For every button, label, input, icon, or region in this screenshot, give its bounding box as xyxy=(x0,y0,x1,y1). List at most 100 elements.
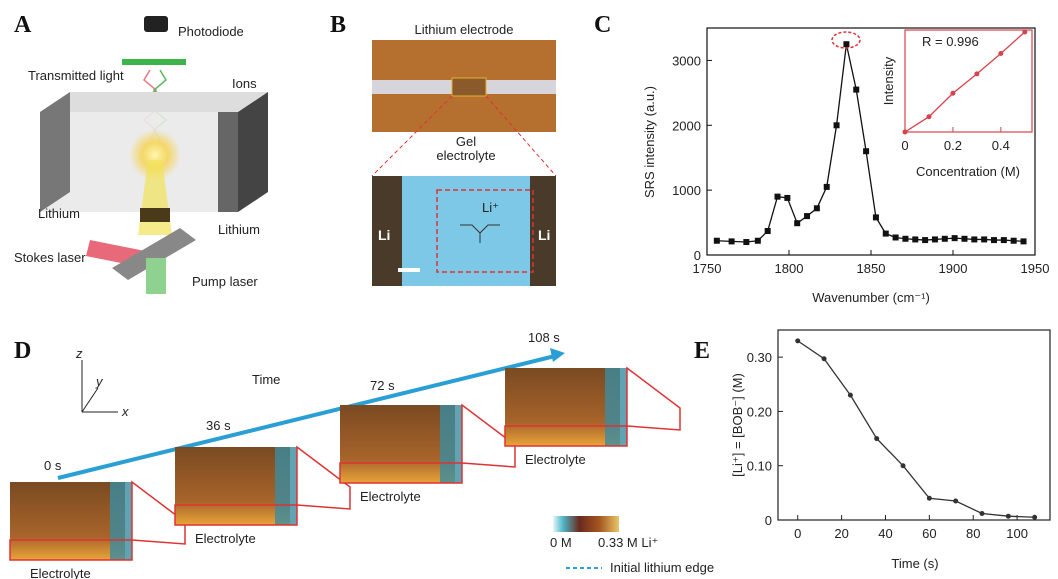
y-tick-label: 2000 xyxy=(672,118,701,133)
cell-top xyxy=(40,92,268,112)
label: Electrolyte xyxy=(360,489,421,504)
lithium-volume xyxy=(275,447,297,525)
marker xyxy=(713,237,720,244)
y-tick-label: 0.10 xyxy=(747,459,772,474)
marker xyxy=(804,213,811,220)
panel-letter: D xyxy=(14,338,31,364)
marker xyxy=(853,86,860,93)
label: Time xyxy=(252,372,280,387)
volume xyxy=(505,368,620,446)
marker xyxy=(941,235,948,242)
peak-highlight xyxy=(831,31,861,49)
zoom-line xyxy=(485,95,557,177)
marker xyxy=(953,498,959,504)
marker xyxy=(1022,29,1028,35)
label: Li xyxy=(138,509,150,525)
mirror xyxy=(112,228,196,280)
lithium-volume xyxy=(110,482,132,560)
label: y xyxy=(95,374,104,389)
marker xyxy=(843,41,850,48)
y-tick-label: 0.20 xyxy=(747,404,772,419)
label: Stokes laser xyxy=(14,250,86,265)
colorbar xyxy=(553,516,619,532)
x-tick-label: 80 xyxy=(966,526,980,541)
label: Lithium xyxy=(38,206,80,221)
marker xyxy=(813,205,820,212)
panel-letter: A xyxy=(14,12,32,38)
label: 36 s xyxy=(206,418,231,433)
label: Transmitted light xyxy=(28,68,124,83)
marker xyxy=(1010,237,1017,244)
x-tick-label: 20 xyxy=(834,526,848,541)
volume-outline xyxy=(174,445,351,526)
label: Li xyxy=(538,227,550,243)
molecule xyxy=(460,224,500,243)
y-axis-label: SRS intensity (a.u.) xyxy=(642,86,657,198)
marker xyxy=(950,90,956,96)
panel-a: A Photodiode Transmitted light Ions Lith… xyxy=(14,12,268,294)
pump-beam xyxy=(146,258,166,294)
label: Initial lithium edge xyxy=(610,560,714,575)
marker xyxy=(882,230,889,237)
volume xyxy=(10,482,125,560)
label: 108 s xyxy=(528,330,560,345)
x-axis-label: Time (s) xyxy=(891,556,938,571)
marker xyxy=(902,235,909,242)
label: Li xyxy=(378,227,390,243)
marker xyxy=(743,239,750,246)
label: Electrolyte xyxy=(525,452,586,467)
volume xyxy=(175,447,290,525)
label: Li⁺ xyxy=(482,200,499,215)
marker xyxy=(900,463,906,469)
marker xyxy=(1032,514,1038,520)
marker xyxy=(974,71,980,77)
label: 72 s xyxy=(370,378,395,393)
marker xyxy=(926,495,932,501)
marker xyxy=(931,236,938,243)
annotation: R = 0.996 xyxy=(922,34,979,49)
y-tick-label: 0.30 xyxy=(747,350,772,365)
label: 0.33 M Li⁺ xyxy=(598,535,658,550)
marker xyxy=(823,183,830,190)
label: 0 s xyxy=(44,458,62,473)
label: electrolyte xyxy=(436,148,495,163)
label: Photodiode xyxy=(178,24,244,39)
marker xyxy=(1020,238,1027,245)
zoom-line xyxy=(371,95,453,177)
focus xyxy=(129,129,181,181)
lithium-right xyxy=(238,92,268,212)
marker xyxy=(892,234,899,241)
marker xyxy=(981,236,988,243)
x-tick-label: 100 xyxy=(1006,526,1028,541)
x-tick-label: 0.4 xyxy=(992,138,1010,153)
marker xyxy=(774,193,781,200)
label: Li xyxy=(303,474,315,490)
marker xyxy=(998,50,1004,56)
marker xyxy=(795,338,801,344)
li-left xyxy=(372,176,402,286)
objective xyxy=(140,208,170,222)
marker xyxy=(979,510,985,516)
marker xyxy=(784,194,791,201)
x-tick-label: 1900 xyxy=(939,261,968,276)
li-right xyxy=(530,176,556,286)
marker xyxy=(764,228,771,235)
x-axis-label: Wavenumber (cm⁻¹) xyxy=(812,290,930,305)
x-tick-label: 1850 xyxy=(857,261,886,276)
volume-outline xyxy=(504,366,681,447)
marker xyxy=(794,220,801,227)
volume-outline xyxy=(9,480,186,561)
y-tick-label: 1000 xyxy=(672,183,701,198)
label: Lithium electrode xyxy=(415,22,514,37)
label: Gel xyxy=(456,134,476,149)
panel-d: D z y x Time 0 s 36 s 72 s 108 s Li Elect… xyxy=(9,330,714,579)
marker xyxy=(1000,237,1007,244)
marker xyxy=(847,392,853,398)
label: x xyxy=(121,404,129,419)
panel-letter: E xyxy=(694,338,710,364)
marker xyxy=(1005,513,1011,519)
axes-glyph xyxy=(81,360,118,413)
y-tick-label: 3000 xyxy=(672,53,701,68)
marker xyxy=(902,129,908,135)
lithium-volume xyxy=(605,368,627,446)
